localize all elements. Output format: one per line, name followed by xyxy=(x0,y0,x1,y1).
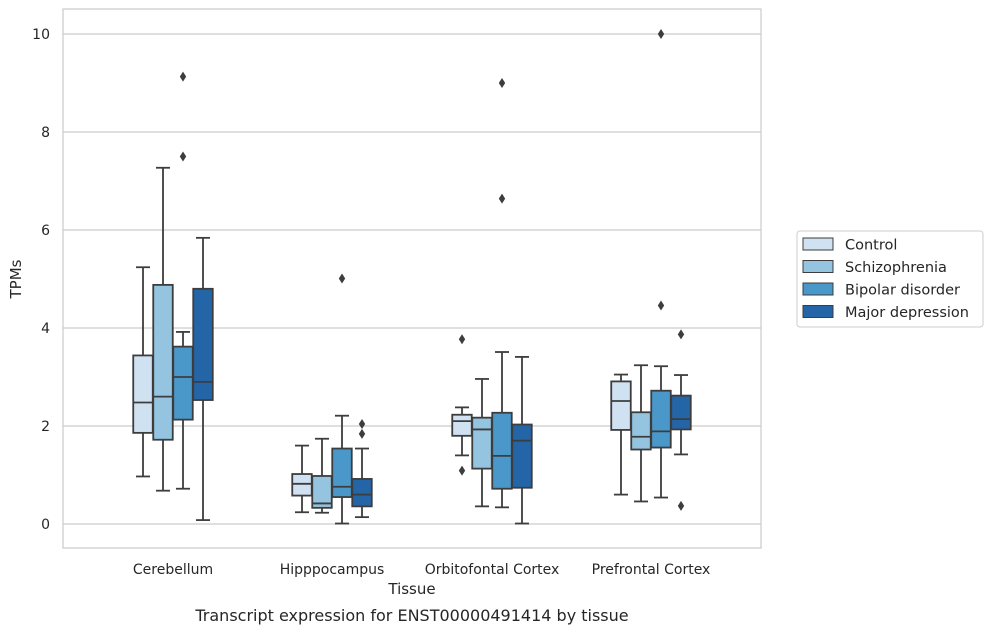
legend-frame xyxy=(796,230,984,328)
outlier-point xyxy=(657,29,665,39)
iqr-box xyxy=(172,345,194,421)
iqr-box xyxy=(491,411,513,490)
y-tick-label: 10 xyxy=(32,27,50,43)
box-schizophrenia xyxy=(152,166,174,492)
iqr-box xyxy=(650,389,672,449)
iqr-box xyxy=(291,473,313,497)
y-tick-label: 0 xyxy=(41,517,50,533)
chart-caption: Transcript expression for ENST0000049141… xyxy=(194,606,628,625)
y-axis-label: TPMs xyxy=(7,259,25,299)
iqr-box xyxy=(610,380,632,431)
outlier-point xyxy=(338,273,346,284)
legend-swatch xyxy=(802,260,834,273)
outlier-point xyxy=(458,465,466,476)
outlier-point xyxy=(358,419,366,430)
plot-area-frame xyxy=(62,8,762,549)
iqr-box xyxy=(451,413,473,437)
x-tick-label: Prefrontal Cortex xyxy=(592,562,711,578)
outlier-point xyxy=(677,329,685,340)
y-tick-label: 8 xyxy=(41,125,50,141)
box-bipolar-disorder xyxy=(491,78,513,509)
y-tick-label: 4 xyxy=(41,321,50,337)
x-axis-label: Tissue xyxy=(387,580,435,598)
legend-label: Major depression xyxy=(845,305,969,321)
legend-swatch xyxy=(802,305,834,318)
iqr-box xyxy=(471,416,493,470)
legend-swatch xyxy=(802,282,834,296)
iqr-box xyxy=(192,287,214,401)
outlier-point xyxy=(677,500,685,511)
x-tick-label: Cerebellum xyxy=(133,562,213,578)
iqr-box xyxy=(351,478,373,508)
y-tick-label: 2 xyxy=(41,419,50,435)
outlier-point xyxy=(498,78,506,88)
legend-label: Bipolar disorder xyxy=(845,283,960,299)
legend: Control Schizophrenia Bipolar disorder Majo… xyxy=(796,230,984,328)
iqr-box xyxy=(331,447,353,498)
box-schizophrenia xyxy=(311,437,333,514)
box-schizophrenia xyxy=(630,364,652,503)
outlier-point xyxy=(179,151,187,162)
outlier-point xyxy=(358,428,366,439)
box-control xyxy=(291,444,313,514)
legend-label: Control xyxy=(845,238,897,254)
y-tick-label: 6 xyxy=(41,223,50,239)
iqr-box xyxy=(132,354,154,434)
plot-boxes xyxy=(132,29,692,525)
legend-swatch xyxy=(802,237,834,251)
grid-lines xyxy=(63,33,761,525)
box-control xyxy=(610,373,632,496)
box-major-depression xyxy=(351,419,373,519)
box-control xyxy=(451,334,473,476)
iqr-box xyxy=(670,394,692,431)
box-major-depression xyxy=(511,356,533,525)
x-axis-ticks: Cerebellum Hipppocampus Orbitofontal Corte… xyxy=(133,562,710,578)
box-major-depression xyxy=(192,236,214,521)
outlier-point xyxy=(179,71,187,82)
outlier-point xyxy=(458,334,466,345)
iqr-box xyxy=(152,283,174,441)
outlier-point xyxy=(498,193,506,204)
box-major-depression xyxy=(670,329,692,511)
box-bipolar-disorder xyxy=(172,71,194,490)
iqr-box xyxy=(630,411,652,451)
y-axis-ticks: 0 2 4 6 8 10 xyxy=(32,27,50,533)
box-bipolar-disorder xyxy=(650,29,672,499)
iqr-box xyxy=(511,423,533,489)
outlier-point xyxy=(657,300,665,311)
box-schizophrenia xyxy=(471,378,493,508)
box-control xyxy=(132,266,154,478)
x-tick-label: Hipppocampus xyxy=(280,562,385,578)
x-tick-label: Orbitofontal Cortex xyxy=(425,562,560,578)
box-bipolar-disorder xyxy=(331,273,353,525)
legend-label: Schizophrenia xyxy=(845,260,947,276)
